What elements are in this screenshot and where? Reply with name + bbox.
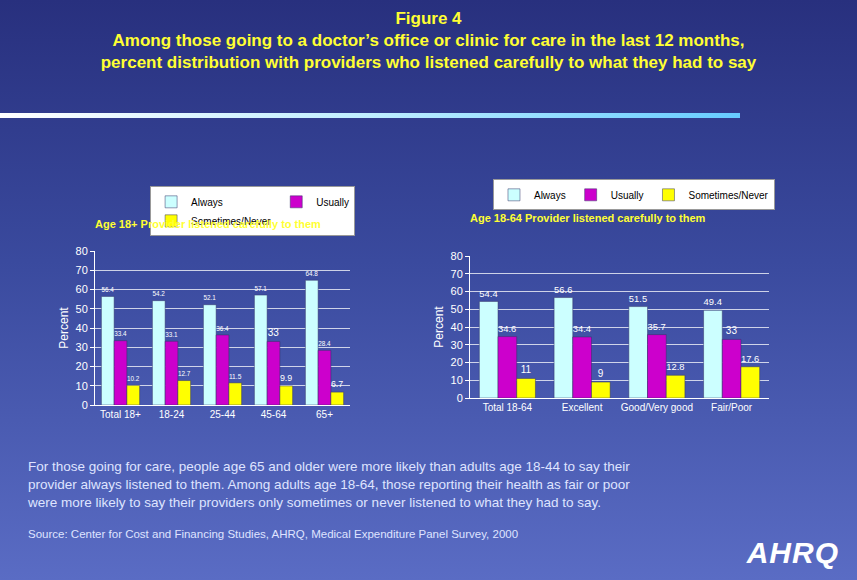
svg-text:49.4: 49.4 <box>704 296 722 307</box>
svg-text:70: 70 <box>76 264 88 276</box>
svg-text:56.4: 56.4 <box>101 286 114 293</box>
svg-text:Sometimes/Never: Sometimes/Never <box>688 190 768 201</box>
svg-text:10: 10 <box>451 374 463 386</box>
svg-text:Usually: Usually <box>611 190 644 201</box>
svg-text:20: 20 <box>451 356 463 368</box>
svg-text:80: 80 <box>451 250 463 262</box>
svg-text:40: 40 <box>76 322 88 334</box>
svg-text:Percent: Percent <box>432 306 446 348</box>
svg-text:30: 30 <box>451 339 463 351</box>
svg-text:36.4: 36.4 <box>216 325 229 332</box>
html-text:Figure 4: Figure 4 <box>395 9 462 28</box>
svg-text:33.4: 33.4 <box>114 330 127 337</box>
svg-text:33: 33 <box>268 327 280 338</box>
html-text:percent distribution with prov: percent distribution with providers who … <box>100 53 757 72</box>
svg-text:12.7: 12.7 <box>178 370 191 377</box>
svg-text:80: 80 <box>76 245 88 257</box>
svg-text:Age 18+ Provider listened care: Age 18+ Provider listened carefully to t… <box>95 218 321 230</box>
svg-text:56.6: 56.6 <box>554 284 572 295</box>
svg-text:50: 50 <box>451 303 463 315</box>
svg-text:11: 11 <box>521 364 532 375</box>
svg-text:65+: 65+ <box>316 409 333 420</box>
svg-text:0: 0 <box>82 399 88 411</box>
svg-text:6.7: 6.7 <box>331 379 343 389</box>
svg-text:10: 10 <box>76 380 88 392</box>
svg-text:Always: Always <box>191 197 223 208</box>
svg-text:10.2: 10.2 <box>127 375 140 382</box>
svg-text:45-64: 45-64 <box>261 409 287 420</box>
svg-text:40: 40 <box>451 321 463 333</box>
svg-text:Age 18-64 Provider listened ca: Age 18-64 Provider listened carefully to… <box>470 212 706 224</box>
svg-text:33.1: 33.1 <box>165 331 178 338</box>
svg-text:9.9: 9.9 <box>280 373 292 383</box>
svg-text:54.4: 54.4 <box>479 288 497 299</box>
html-text:For those going for care, peop: For those going for care, people age 65 … <box>28 459 630 474</box>
svg-text:50: 50 <box>76 303 88 315</box>
svg-text:Always: Always <box>534 190 566 201</box>
html-text:were more likely to say their: were more likely to say their providers … <box>28 495 601 510</box>
svg-text:60: 60 <box>451 285 463 297</box>
svg-text:30: 30 <box>76 341 88 353</box>
svg-text:20: 20 <box>76 360 88 372</box>
svg-text:64.8: 64.8 <box>305 270 318 277</box>
svg-text:Percent: Percent <box>57 307 71 349</box>
svg-text:54.2: 54.2 <box>152 290 165 297</box>
svg-text:33: 33 <box>726 325 738 336</box>
svg-text:51.5: 51.5 <box>629 293 647 304</box>
svg-text:Total 18+: Total 18+ <box>100 409 141 420</box>
svg-text:11.5: 11.5 <box>229 373 242 380</box>
svg-text:Excellent: Excellent <box>562 402 603 413</box>
svg-text:Sometimes/Never: Sometimes/Never <box>191 216 271 227</box>
svg-text:Usually: Usually <box>316 197 349 208</box>
svg-text:34.4: 34.4 <box>573 323 591 334</box>
svg-text:28.4: 28.4 <box>318 340 331 347</box>
svg-text:17.6: 17.6 <box>741 353 759 364</box>
svg-text:70: 70 <box>451 268 463 280</box>
svg-text:18-24: 18-24 <box>159 409 185 420</box>
html-text:Among those going to a doctor’: Among those going to a doctor’s office o… <box>112 31 745 50</box>
svg-text:34.6: 34.6 <box>498 323 516 334</box>
html-text:Source: Center for Cost and Fi: Source: Center for Cost and Financing St… <box>28 528 519 540</box>
svg-text:Good/Very good: Good/Very good <box>621 402 693 413</box>
svg-text:0: 0 <box>457 392 463 404</box>
svg-text:9: 9 <box>598 368 604 379</box>
html-text:provider always listened to th: provider always listened to them. Among … <box>28 477 630 492</box>
svg-text:35.7: 35.7 <box>648 321 666 332</box>
svg-text:12.8: 12.8 <box>666 361 684 372</box>
svg-text:Total 18-64: Total 18-64 <box>483 402 533 413</box>
svg-text:Fair/Poor: Fair/Poor <box>711 402 753 413</box>
svg-text:52.1: 52.1 <box>203 294 216 301</box>
svg-text:60: 60 <box>76 283 88 295</box>
html-text:AHRQ: AHRQ <box>746 536 839 569</box>
svg-text:25-44: 25-44 <box>210 409 236 420</box>
svg-text:57.1: 57.1 <box>254 285 267 292</box>
